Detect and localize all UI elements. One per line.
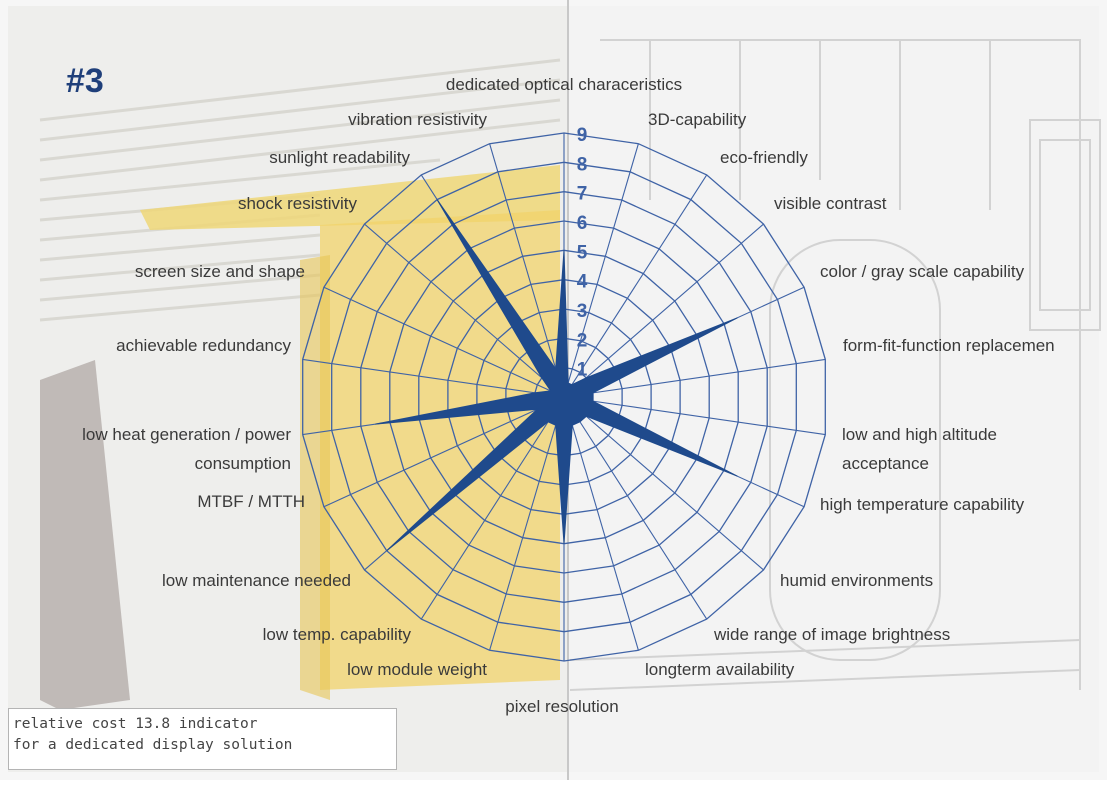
axis-label-humid: humid environments: [780, 571, 934, 590]
axis-label-sunlight: sunlight readability: [269, 148, 410, 167]
axis-label-form-fit: form-fit-function replacemen: [843, 336, 1055, 355]
axis-label-screen-size: screen size and shape: [134, 262, 305, 281]
ring-label-4: 4: [577, 272, 588, 293]
grid-spoke: [364, 223, 565, 398]
grid-spoke: [563, 174, 708, 398]
figure-number: #3: [66, 62, 104, 100]
grid-spoke: [563, 396, 708, 620]
axis-label-mtbf: MTBF / MTTH: [197, 492, 305, 511]
grid-spoke: [420, 396, 565, 620]
axis-label-low-temp: low temp. capability: [262, 625, 411, 644]
grid-spoke: [323, 396, 565, 508]
grid-spoke: [563, 223, 764, 398]
grid-spoke: [563, 358, 826, 398]
cost-note-line-2: for a dedicated display solution: [13, 737, 293, 753]
ring-label-1: 1: [577, 360, 588, 381]
ring-scale-labels: 1 2 3 4 5 6 7 8 9: [577, 125, 588, 381]
ring-label-9: 9: [577, 125, 588, 146]
axis-label-brightness: wide range of image brightness: [714, 625, 951, 644]
grid-spoke: [489, 143, 565, 398]
axis-label-redundancy: achievable redundancy: [116, 336, 291, 355]
axis-label-longterm: longterm availability: [645, 660, 795, 679]
series-polygon: [375, 199, 738, 552]
axis-label-eco: eco-friendly: [720, 148, 808, 167]
axis-label-contrast: visible contrast: [774, 194, 887, 213]
ring-label-2: 2: [577, 330, 588, 351]
axis-label-maintenance: low maintenance needed: [161, 571, 351, 590]
axis-label-vibration: vibration resistivity: [348, 110, 487, 129]
grid-spoke: [563, 396, 826, 436]
axis-label-heat-power: low heat generation / power consumption: [82, 425, 291, 473]
axis-label-altitude: low and high altitude acceptance: [842, 425, 998, 473]
axis-label-module-weight: low module weight: [347, 660, 487, 679]
grid-spoke: [563, 396, 639, 651]
axis-label-3d: 3D-capability: [648, 110, 747, 129]
axis-label-shock: shock resistivity: [237, 194, 357, 213]
ring-label-5: 5: [577, 242, 588, 263]
grid-spoke: [323, 286, 565, 398]
axis-label-color-gray: color / gray scale capability: [820, 262, 1025, 281]
grid-spoke: [563, 396, 764, 571]
ring-label-6: 6: [577, 213, 588, 234]
ring-label-3: 3: [577, 301, 588, 322]
axis-label-pixel-resolution: pixel resolution: [505, 697, 619, 716]
axis-label-optical: dedicated optical characeristics: [445, 75, 683, 94]
axis-label-high-temp: high temperature capability: [820, 495, 1025, 514]
ring-label-7: 7: [577, 184, 588, 205]
cost-note-line-1: relative cost 13.8 indicator: [13, 716, 258, 732]
grid-spoke: [489, 396, 565, 651]
ring-label-8: 8: [577, 154, 588, 175]
cost-note-box: relative cost 13.8 indicator for a dedic…: [8, 708, 397, 770]
grid-spoke: [563, 143, 639, 398]
grid-spoke: [302, 358, 565, 398]
